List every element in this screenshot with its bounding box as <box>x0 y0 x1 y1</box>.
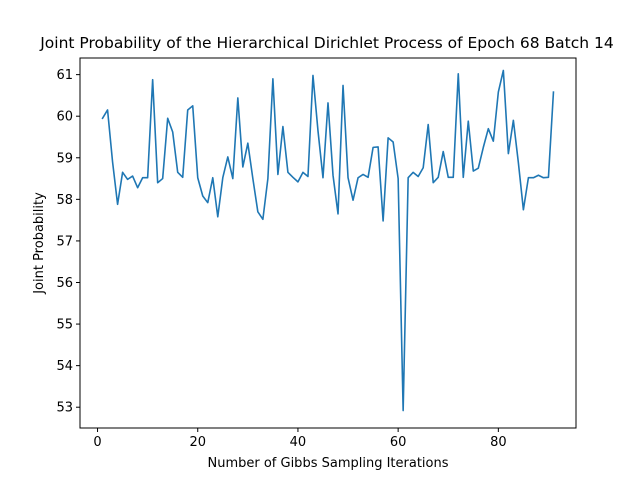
y-axis-label: Joint Probability <box>32 192 47 295</box>
y-tick-label: 57 <box>56 234 73 249</box>
x-tick-label: 60 <box>390 435 407 450</box>
x-axis-ticks: 0 20 40 60 80 <box>93 428 507 450</box>
y-tick-label: 53 <box>56 401 73 416</box>
y-tick-label: 54 <box>56 359 73 374</box>
plot-area <box>79 57 577 429</box>
y-tick-label: 55 <box>56 318 73 333</box>
y-tick-label: 59 <box>56 151 73 166</box>
x-tick-label: 20 <box>189 435 206 450</box>
x-tick-label: 80 <box>490 435 507 450</box>
axes-frame <box>79 57 577 429</box>
y-tick-label: 58 <box>56 193 73 208</box>
y-tick-label: 56 <box>56 276 73 291</box>
x-tick-label: 0 <box>93 435 101 450</box>
x-tick-label: 40 <box>290 435 307 450</box>
y-tick-label: 60 <box>56 110 73 125</box>
y-tick-label: 61 <box>56 68 73 83</box>
chart-title: Joint Probability of the Hierarchical Di… <box>39 34 614 52</box>
x-axis-label: Number of Gibbs Sampling Iterations <box>207 456 448 471</box>
y-axis-ticks: 53 54 55 56 57 58 59 60 61 <box>56 68 80 416</box>
series-line-0 <box>101 69 555 412</box>
